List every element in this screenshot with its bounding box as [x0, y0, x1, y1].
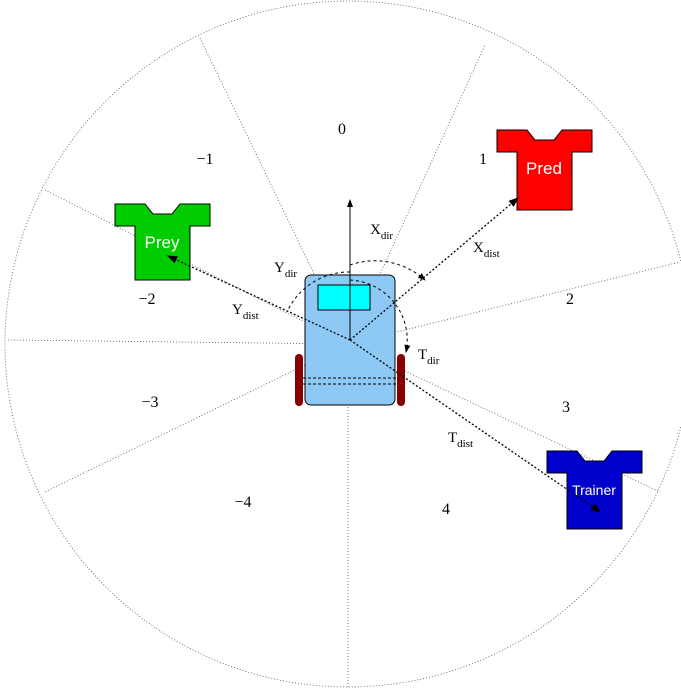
- sector-label: 0: [338, 121, 346, 138]
- pred-shirt: Pred: [497, 130, 592, 210]
- annotation: Tdist: [448, 430, 473, 450]
- sector-label: 1: [479, 151, 487, 168]
- sector-label: −1: [196, 151, 213, 168]
- trainer-vector: [350, 340, 600, 512]
- sector-label: 2: [566, 291, 574, 308]
- robot-camera: [318, 285, 370, 310]
- sector-label: 3: [562, 399, 570, 416]
- annotation: Tdir: [418, 347, 440, 367]
- annotation: Ydist: [232, 302, 259, 322]
- annotation: Ydir: [274, 260, 297, 280]
- agent-label: Pred: [526, 159, 562, 178]
- sector-divider: [8, 340, 348, 344]
- sector-label: −3: [141, 394, 158, 411]
- annotation: Xdist: [473, 240, 500, 260]
- annotation: Xdir: [370, 222, 393, 242]
- wheel: [397, 354, 405, 406]
- agent-label: Trainer: [572, 482, 616, 498]
- sector-label: −4: [234, 494, 251, 511]
- sector-label: −2: [138, 291, 155, 308]
- sector-divider: [348, 262, 680, 344]
- agent-label: Prey: [145, 233, 180, 252]
- diagram: 0 1 2 3 4 −1 −2 −3 −4 Pred Prey Trainer: [0, 0, 681, 688]
- sector-label: 4: [442, 501, 450, 518]
- pred-vector: [350, 198, 518, 340]
- wheel: [295, 354, 303, 406]
- trainer-shirt: Trainer: [547, 451, 642, 529]
